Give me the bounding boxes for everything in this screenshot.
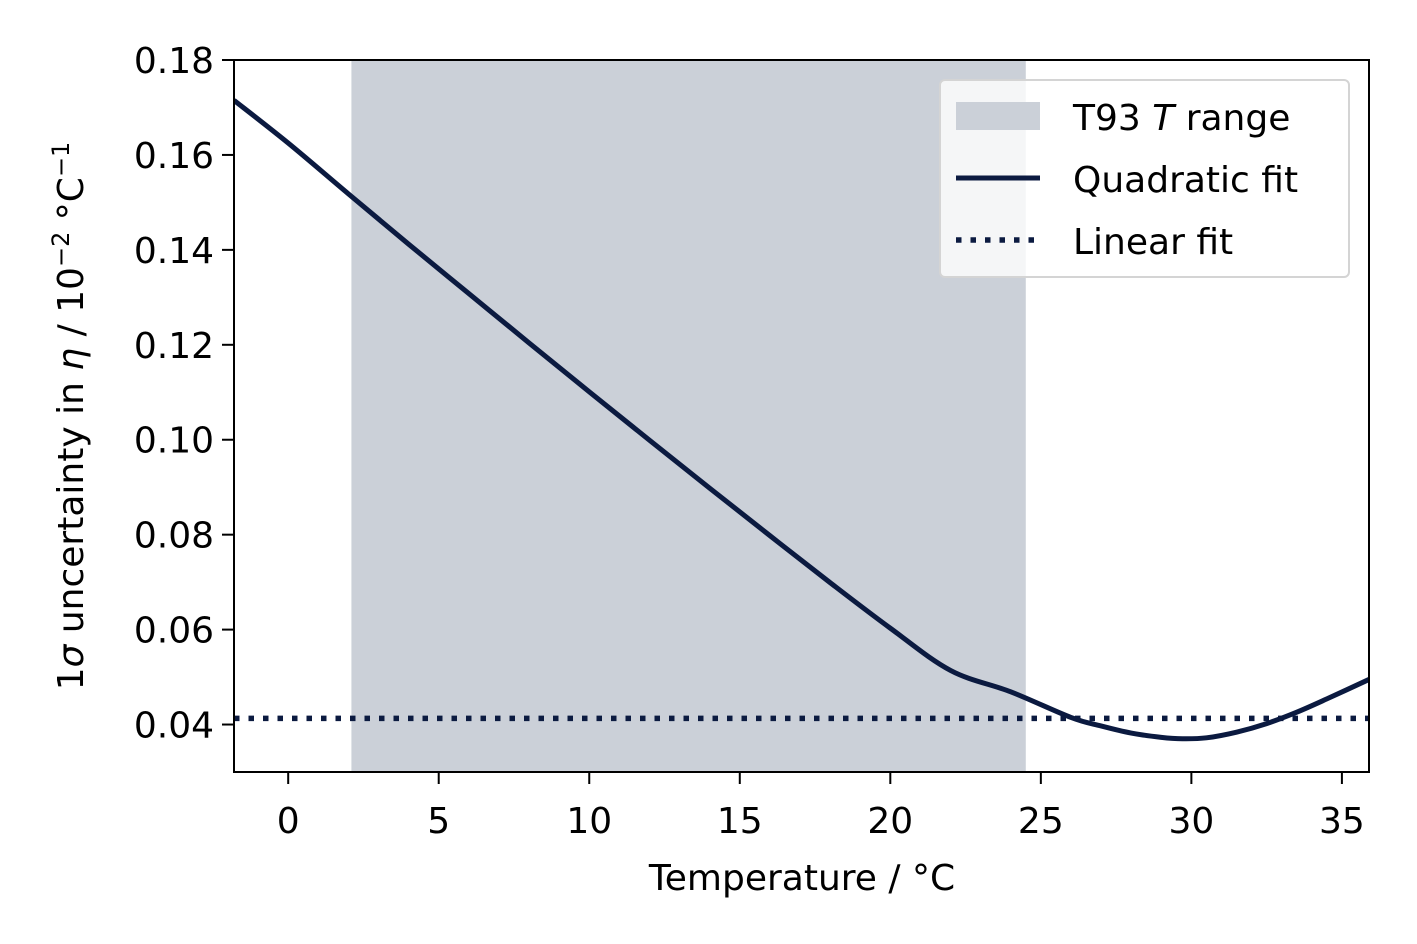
y-tick-label: 0.08 xyxy=(134,516,214,557)
y-axis-title-sigma: σ xyxy=(51,643,92,667)
legend-span-label-prefix: T93 xyxy=(1072,98,1152,139)
y-axis-title-unit-deg: °C xyxy=(51,177,92,232)
legend: T93 T range Quadratic fit Linear fit xyxy=(939,79,1350,278)
legend-span-label: T93 T range xyxy=(1072,98,1290,139)
legend-span-swatch xyxy=(956,102,1040,130)
x-tick-label: 10 xyxy=(566,801,612,842)
plot-area xyxy=(234,60,1369,772)
t93-range-span xyxy=(351,60,1026,772)
y-tick-label: 0.12 xyxy=(134,326,214,367)
y-tick-label: 0.18 xyxy=(134,41,214,82)
y-axis-title-exp1: −2 xyxy=(47,232,75,267)
x-tick-label: 5 xyxy=(427,801,450,842)
legend-linear-label: Linear fit xyxy=(1073,222,1233,263)
x-axis: 0 5 10 15 20 25 30 35 xyxy=(277,772,1365,842)
y-tick-label: 0.10 xyxy=(134,421,214,462)
x-tick-label: 15 xyxy=(717,801,763,842)
y-axis-title-eta: η xyxy=(51,348,92,371)
y-axis-title-unit-base: / 10 xyxy=(51,267,92,348)
y-tick-label: 0.16 xyxy=(134,136,214,177)
x-axis-title: Temperature / °C xyxy=(648,858,955,899)
x-tick-label: 20 xyxy=(867,801,913,842)
plot-frame xyxy=(233,59,1370,773)
legend-span-label-italic: T xyxy=(1152,98,1177,139)
y-axis-title: 1σ uncertainty in η / 10−2 °C−1 xyxy=(47,142,92,691)
x-tick-label: 35 xyxy=(1319,801,1365,842)
legend-span-label-suffix: range xyxy=(1174,98,1290,139)
x-tick-label: 0 xyxy=(277,801,300,842)
y-axis: 0.04 0.06 0.08 0.10 0.12 0.14 0.16 0.18 xyxy=(134,41,234,747)
quadratic-fit-line xyxy=(234,98,1369,742)
y-tick-label: 0.14 xyxy=(134,231,214,272)
y-tick-label: 0.04 xyxy=(134,706,214,747)
legend-quadratic-label: Quadratic fit xyxy=(1073,160,1298,201)
y-tick-label: 0.06 xyxy=(134,611,214,652)
y-axis-title-middle: uncertainty in xyxy=(51,371,92,645)
y-axis-title-prefix: 1 xyxy=(51,667,92,690)
x-tick-label: 25 xyxy=(1018,801,1064,842)
y-axis-title-exp2: −1 xyxy=(47,142,75,177)
x-tick-label: 30 xyxy=(1168,801,1214,842)
legend-frame xyxy=(939,79,1350,278)
